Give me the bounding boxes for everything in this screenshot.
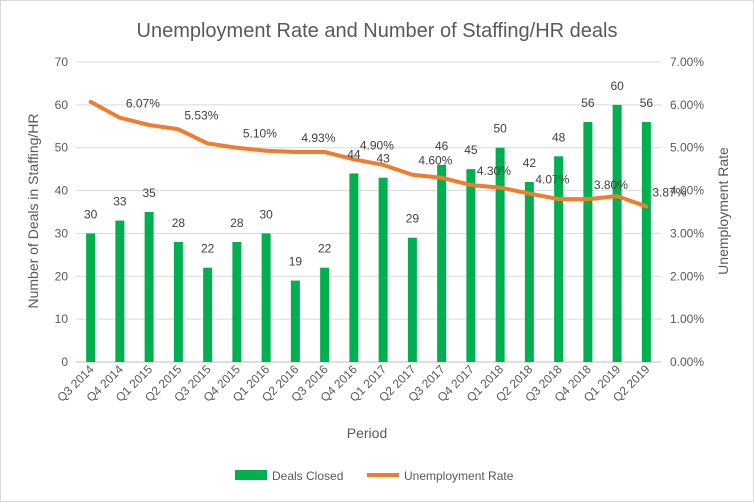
line-data-label: 4.30% <box>477 164 511 178</box>
line-data-label: 3.87% <box>652 185 686 199</box>
chart-title: Unemployment Rate and Number of Staffing… <box>137 20 618 42</box>
bar-data-label: 56 <box>640 96 654 110</box>
bar-data-label: 60 <box>610 79 624 93</box>
bar-data-label: 28 <box>172 216 186 230</box>
bar <box>524 182 534 362</box>
bar-data-label: 48 <box>552 130 566 144</box>
line-data-label: 4.60% <box>418 154 452 168</box>
bar-data-label: 46 <box>435 139 449 153</box>
bar-data-label: 22 <box>318 242 332 256</box>
legend-label-deals: Deals Closed <box>272 469 343 483</box>
bar-data-label: 30 <box>259 207 273 221</box>
bar <box>115 220 125 362</box>
y2-tick-label: 1.00% <box>670 312 704 326</box>
y-tick-label: 30 <box>55 226 69 240</box>
line-data-label: 4.93% <box>301 131 335 145</box>
line-data-label: 4.90% <box>360 138 394 152</box>
y2-tick-label: 5.00% <box>670 141 704 155</box>
y-tick-label: 0 <box>61 355 68 369</box>
bar <box>495 147 505 362</box>
line-series <box>88 99 649 209</box>
bar <box>86 233 96 362</box>
bar-data-label: 56 <box>581 96 595 110</box>
bar <box>583 122 593 362</box>
legend: Deals Closed Unemployment Rate <box>235 469 514 483</box>
bar <box>349 173 359 362</box>
y2-tick-label: 4.00% <box>670 184 704 198</box>
line-data-label: 5.53% <box>184 108 218 122</box>
bar-data-label: 43 <box>376 152 390 166</box>
y2-tick-label: 0.00% <box>670 355 704 369</box>
y-axis-title: Number of Deals in Staffing/HR <box>25 113 41 308</box>
y2-tick-label: 7.00% <box>670 55 704 69</box>
gridlines <box>76 61 661 363</box>
bar-data-label: 22 <box>201 242 215 256</box>
bar <box>261 233 271 362</box>
y2-tick-label: 2.00% <box>670 269 704 283</box>
data-labels: 30 33 35 28 22 28 30 19 22 44 43 29 46 45 50 42 48 56 60 56… <box>84 79 687 269</box>
bar-data-label: 19 <box>289 255 303 269</box>
bar-data-label: 29 <box>406 212 420 226</box>
bar <box>466 169 476 362</box>
bar <box>320 267 330 362</box>
bar <box>437 164 447 362</box>
x-axis-title: Period <box>347 425 387 441</box>
legend-label-unemployment: Unemployment Rate <box>404 469 514 483</box>
bar <box>612 104 622 362</box>
line-data-label: 6.07% <box>126 97 160 111</box>
line-data-label: 4.07% <box>535 173 569 187</box>
bar <box>641 122 651 362</box>
y-tick-label: 70 <box>55 55 69 69</box>
y-axis-right: 0.00% 1.00% 2.00% 3.00% 4.00% 5.00% 6.00% 7.00% <box>670 55 704 369</box>
bar-data-label: 44 <box>347 147 361 161</box>
line-data-label: 5.10% <box>243 127 277 141</box>
y-tick-label: 10 <box>55 312 69 326</box>
bar <box>407 237 417 362</box>
bar-data-label: 50 <box>493 122 507 136</box>
unemployment-line <box>88 99 649 209</box>
bar <box>173 242 183 362</box>
bar-data-label: 30 <box>84 207 98 221</box>
y-tick-label: 20 <box>55 269 69 283</box>
bar-data-label: 42 <box>523 156 537 170</box>
bar <box>203 267 213 362</box>
y2-tick-label: 6.00% <box>670 98 704 112</box>
bar <box>378 177 388 362</box>
y-tick-label: 40 <box>55 184 69 198</box>
bar-series <box>86 104 651 362</box>
bar-data-label: 28 <box>230 216 244 230</box>
y2-axis-title: Unemployment Rate <box>715 147 731 275</box>
bar-data-label: 45 <box>464 143 478 157</box>
bar <box>290 280 300 362</box>
y-axis-left: 0 10 20 30 40 50 60 70 <box>55 55 69 369</box>
legend-swatch-deals <box>235 470 267 480</box>
bar <box>554 156 564 362</box>
y-tick-label: 60 <box>55 98 69 112</box>
bar <box>232 242 242 362</box>
bar <box>144 212 154 362</box>
y-tick-label: 50 <box>55 141 69 155</box>
bar-data-label: 35 <box>142 186 156 200</box>
bar-data-label: 33 <box>113 195 127 209</box>
y2-tick-label: 3.00% <box>670 226 704 240</box>
line-data-label: 3.80% <box>594 178 628 192</box>
